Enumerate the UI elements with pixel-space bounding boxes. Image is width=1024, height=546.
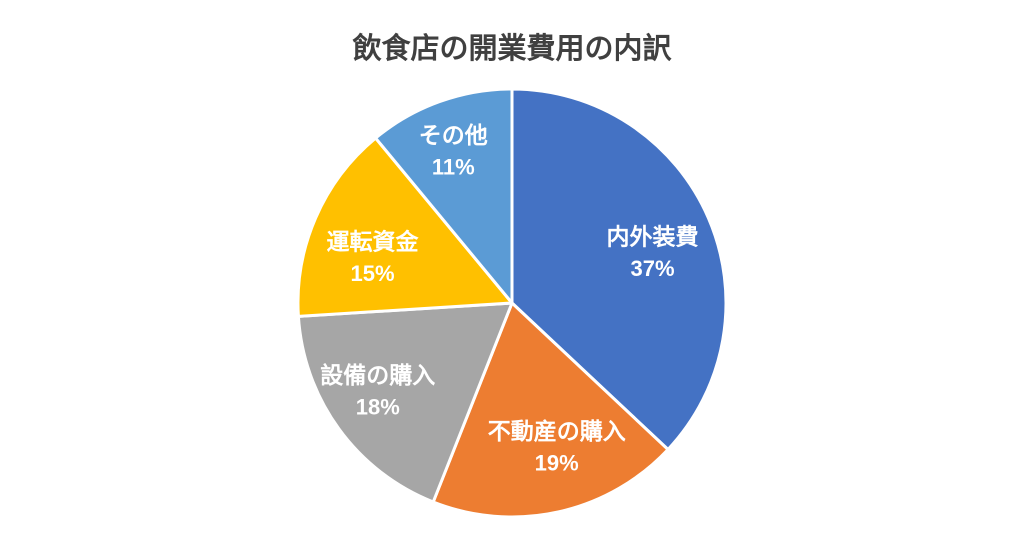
slice-label: 内外装費 (607, 224, 699, 250)
slice-label: その他 (419, 122, 488, 148)
slice-percent: 18% (356, 395, 400, 420)
slice-percent: 11% (432, 155, 475, 180)
slice-percent: 19% (535, 451, 579, 476)
pie-slice (296, 301, 514, 504)
slice-percent: 37% (630, 256, 674, 281)
pie-slice (510, 87, 728, 451)
slice-percent: 15% (350, 261, 394, 286)
slice-label: 不動産の購入 (488, 418, 626, 444)
pie-slice (296, 136, 514, 318)
pie-slice (374, 87, 514, 305)
slice-label: 設備の購入 (320, 362, 435, 388)
slice-label: 運転資金 (327, 229, 420, 255)
chart-title: 飲食店の開業費用の内訳 (352, 33, 672, 65)
